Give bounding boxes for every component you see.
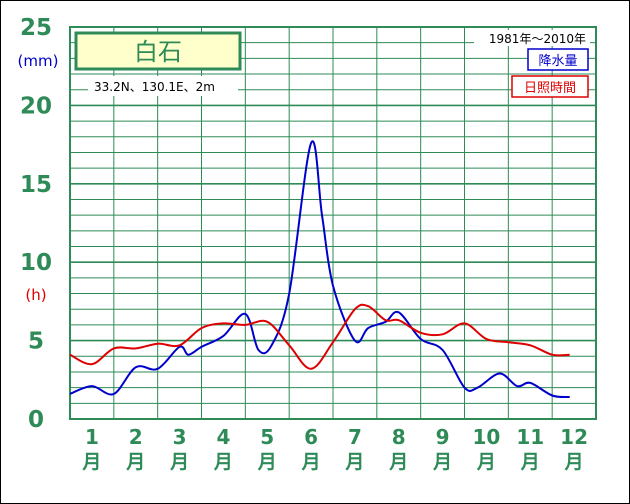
x-tick-label: 4 bbox=[216, 425, 230, 449]
x-tick-label: 6 bbox=[304, 425, 318, 449]
grid-lines bbox=[70, 27, 596, 419]
y-tick-label: 20 bbox=[20, 93, 52, 119]
x-tick-unit: 月 bbox=[169, 451, 189, 473]
x-tick-label: 9 bbox=[436, 425, 450, 449]
x-tick-label: 5 bbox=[260, 425, 274, 449]
title-box bbox=[74, 31, 242, 71]
plot-border bbox=[69, 26, 597, 420]
x-tick-label: 3 bbox=[173, 425, 187, 449]
location-bg bbox=[88, 76, 238, 96]
sunshine-line bbox=[69, 303, 570, 370]
legend-sun-label: 日照時間 bbox=[524, 81, 576, 96]
x-tick-unit: 月 bbox=[213, 451, 233, 473]
x-tick-label: 12 bbox=[560, 425, 588, 449]
legend-sun-box bbox=[511, 75, 589, 98]
x-tick-unit: 月 bbox=[344, 451, 364, 473]
x-tick-unit: 月 bbox=[432, 451, 452, 473]
series-lines bbox=[69, 140, 570, 399]
y-left-unit: (mm) bbox=[18, 52, 59, 70]
legend-precip-box bbox=[527, 48, 589, 71]
period-text: 1981年〜2010年 bbox=[489, 32, 586, 46]
period-bg bbox=[474, 30, 590, 46]
y-right-unit: (h) bbox=[25, 286, 46, 304]
x-tick-label: 8 bbox=[392, 425, 406, 449]
x-tick-unit: 月 bbox=[476, 451, 496, 473]
x-tick-unit: 月 bbox=[125, 451, 145, 473]
x-tick-label: 2 bbox=[129, 425, 143, 449]
x-tick-unit: 月 bbox=[257, 451, 277, 473]
x-tick-unit: 月 bbox=[564, 451, 584, 473]
y-tick-label: 5 bbox=[28, 329, 44, 355]
x-tick-unit: 月 bbox=[81, 451, 101, 473]
x-tick-unit: 月 bbox=[520, 451, 540, 473]
y-tick-label: 25 bbox=[20, 15, 52, 41]
location-text: 33.2N、130.1E、2m bbox=[94, 80, 215, 94]
x-tick-label: 1 bbox=[85, 425, 99, 449]
legend-precip-label: 降水量 bbox=[538, 54, 577, 69]
y-tick-labels: 0 5 10 15 20 25 bbox=[20, 15, 52, 433]
x-tick-label: 11 bbox=[516, 425, 544, 449]
x-tick-label: 10 bbox=[472, 425, 500, 449]
x-tick-unit: 月 bbox=[388, 451, 408, 473]
station-name: 白石 bbox=[134, 38, 182, 66]
y-tick-label: 10 bbox=[20, 250, 52, 276]
x-tick-unit: 月 bbox=[301, 451, 321, 473]
precipitation-line bbox=[69, 140, 570, 399]
y-tick-label: 15 bbox=[20, 172, 52, 198]
x-tick-label: 7 bbox=[348, 425, 362, 449]
y-tick-label: 0 bbox=[28, 407, 44, 433]
